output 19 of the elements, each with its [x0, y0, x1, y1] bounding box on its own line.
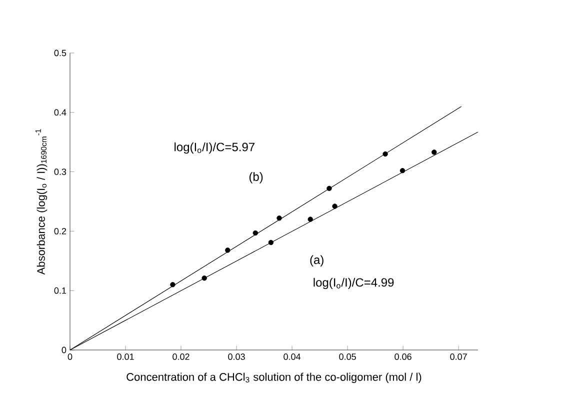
annotation: (a) [310, 255, 324, 266]
y-tick-label: 0.2 [54, 228, 66, 234]
x-tick-label: 0.07 [450, 354, 467, 360]
y-tick-label: 0 [62, 346, 66, 354]
x-tick-label: 0.05 [339, 354, 356, 360]
y-tick-label: 0.3 [54, 168, 66, 175]
y-tick-label: 0.5 [54, 50, 66, 56]
x-tick-label: 0.03 [228, 354, 245, 360]
x-axis-title: Concentration of a CHCl$_{3}$ solution of the co-oligomer (mol / l) [126, 372, 422, 383]
y-tick-label: 0.4 [54, 109, 66, 116]
annotation: log(I$_{o}$/I)/C=5.97 [174, 142, 254, 154]
x-tick-label: 0 [68, 354, 72, 360]
y-tick-label: 0.1 [54, 287, 66, 294]
x-tick-label: 0.01 [117, 354, 134, 360]
x-tick-label: 0.04 [284, 354, 301, 360]
x-tick-label: 0.02 [172, 354, 190, 360]
x-tick-label: 0.06 [394, 354, 412, 360]
annotation: (b) [249, 172, 263, 184]
annotation: log(I$_{o}$/I)/C=4.99 [314, 278, 394, 290]
